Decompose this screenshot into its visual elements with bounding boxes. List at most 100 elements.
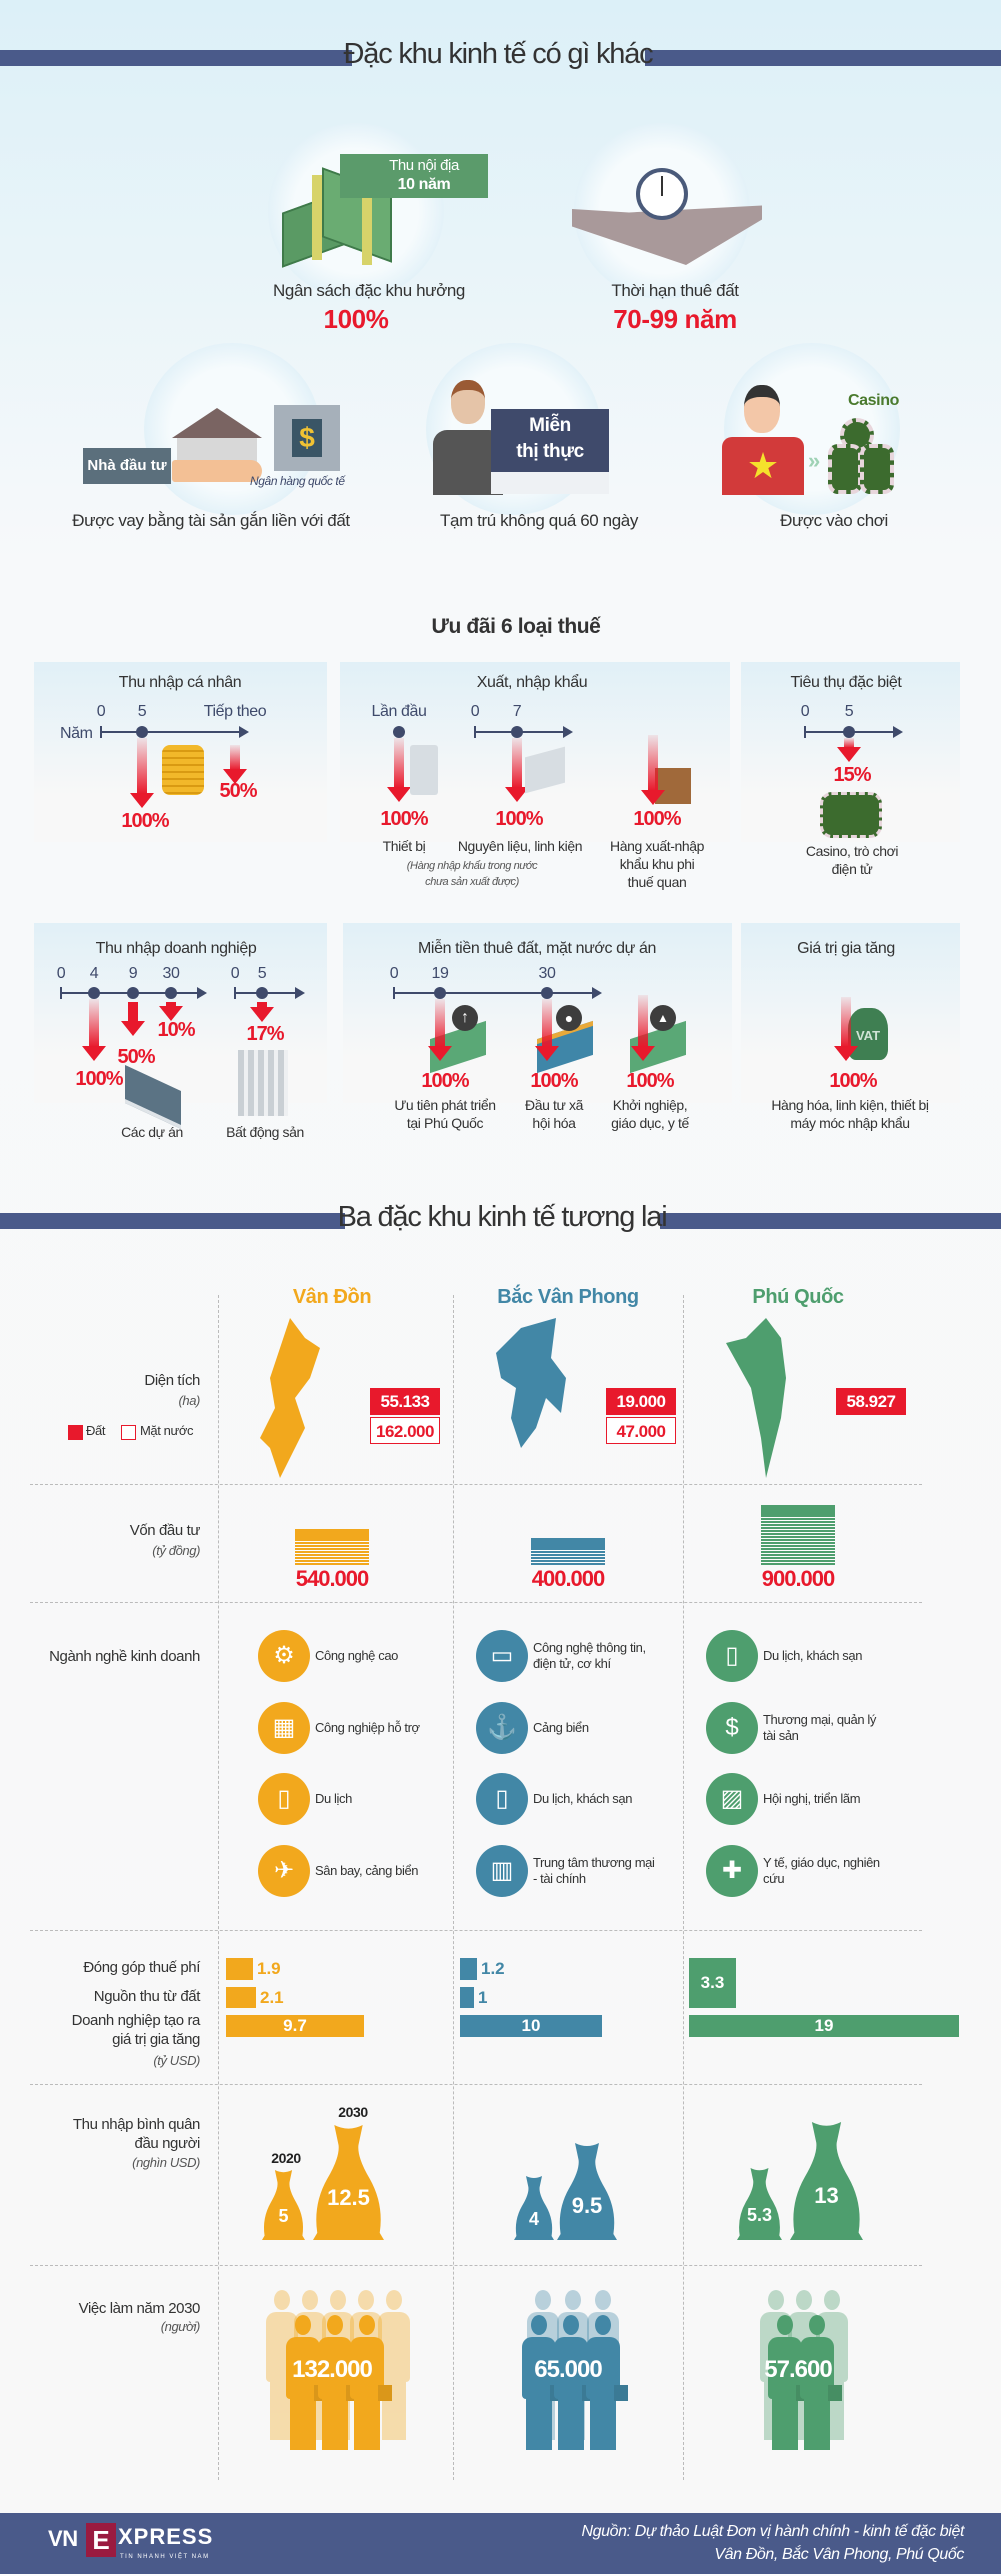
- income-2020-bag: 5: [262, 2170, 305, 2240]
- area-water-value: 162.000: [370, 1417, 440, 1444]
- rate-value: 50%: [117, 1046, 155, 1068]
- industry-label: Du lịch, khách sạn: [533, 1791, 633, 1806]
- budget-badge: Thu nội địa 10 năm: [340, 154, 488, 198]
- person-icon: [552, 2315, 596, 2450]
- rate-value: 100%: [829, 1070, 877, 1092]
- rate-value: 10%: [157, 1019, 195, 1041]
- tax-fee-bar: 3.3: [689, 1958, 736, 2008]
- timeline-dot: [393, 726, 405, 738]
- rate-value: 100%: [530, 1070, 578, 1092]
- arrow-chevrons-icon: »: [808, 448, 820, 473]
- zone-map: [260, 1318, 320, 1478]
- title-bar-right: [660, 1213, 1001, 1229]
- bag-shape: [737, 2168, 782, 2240]
- tick-label: 19: [431, 965, 449, 982]
- axis-tick: [474, 726, 476, 738]
- area-land-value: 19.000: [606, 1388, 676, 1415]
- hand-icon: [172, 460, 262, 482]
- tick-label: 0: [470, 703, 480, 720]
- tax-fee-bar-value: 1.9: [257, 1959, 281, 1978]
- visa-sign-base: [491, 472, 609, 494]
- red-arrow-down: [428, 999, 452, 1061]
- area-land-value: 58.927: [836, 1388, 906, 1415]
- casino-chips-icon: [828, 418, 894, 494]
- year-2030-label: 2030: [338, 2104, 368, 2120]
- axis-tick: [60, 987, 62, 999]
- row-divider: [30, 2084, 922, 2085]
- jobs-value: 65.000: [534, 2356, 602, 2383]
- item-label: Nguyên liệu, linh kiện: [457, 838, 583, 854]
- land-lease-caption: Thời hạn thuê đất: [611, 281, 739, 300]
- title-bar-left: [0, 1213, 345, 1229]
- panel-title: Tiêu thụ đặc biệt: [790, 674, 902, 691]
- tick-label: 9: [128, 965, 138, 982]
- robot-arm-icon: ⚙: [258, 1630, 310, 1682]
- value-added-bar: 9.7: [226, 2015, 364, 2037]
- area-water-value: 47.000: [606, 1417, 676, 1444]
- red-arrow-down: [505, 738, 529, 802]
- chip-icon: ▦: [258, 1702, 310, 1754]
- item-label: Thiết bị: [382, 838, 426, 854]
- budget-caption: Ngân sách đặc khu hưởng: [273, 281, 465, 300]
- income-2030-bag: 13: [790, 2122, 863, 2240]
- building-icon: [238, 1050, 288, 1116]
- tick-label: 0: [96, 703, 106, 720]
- footer: VN E XPRESS TIN NHANH VIỆT NAM Nguồn: Dự…: [0, 2513, 1001, 2574]
- tick-label: 4: [89, 965, 99, 982]
- value-added-bar: 19: [689, 2015, 959, 2037]
- timeline-dot: [843, 726, 855, 738]
- jobs-value: 57.600: [764, 2356, 832, 2383]
- income-value: 5: [278, 2206, 289, 2226]
- timeline-dot: [434, 987, 446, 999]
- industry-label: Công nghệ thông tin, điện tử, cơ khí: [533, 1640, 646, 1671]
- ship-icon: ⚓: [476, 1702, 528, 1754]
- person-icon: [348, 2315, 392, 2450]
- first-time-label: Lần đầu: [371, 703, 427, 720]
- item-label: Bất động sản: [226, 1124, 304, 1140]
- income-value: 5.3: [746, 2205, 773, 2225]
- red-arrow-down: [837, 738, 861, 762]
- item-label: Hàng xuất-nhập: [609, 838, 705, 854]
- item-label: thuế quan: [627, 874, 687, 890]
- item-note: chưa sản xuất được): [425, 876, 519, 888]
- timeline-dot: [88, 987, 100, 999]
- red-arrow-down: [223, 745, 247, 784]
- coins-icon: [162, 745, 204, 795]
- person-icon: ●: [556, 1005, 582, 1031]
- stopwatch-icon: [636, 168, 688, 220]
- zone-name: Vân Đồn: [292, 1286, 372, 1308]
- tick-label: 30: [538, 965, 556, 982]
- bag-shape: [313, 2125, 384, 2240]
- panel-title: Thu nhập cá nhân: [118, 674, 242, 691]
- money-stack-icon: [282, 167, 392, 270]
- source-line: Vân Đồn, Bắc Vân Phong, Phú Quốc: [714, 2546, 964, 2563]
- visa-caption: Tạm trú không quá 60 ngày: [440, 511, 638, 530]
- row-unit: (tỷ USD): [153, 2053, 200, 2068]
- land-revenue-bar-value: 2.1: [260, 1988, 284, 2007]
- column-divider: [683, 1295, 684, 2480]
- casino-label: Casino: [848, 392, 899, 409]
- money-bag-icon: [737, 2168, 782, 2240]
- tick-label: 5: [137, 703, 147, 720]
- industry-label: Hội nghị, triển lãm: [763, 1791, 861, 1806]
- tick-label: 0: [800, 703, 810, 720]
- axis-tick: [804, 726, 806, 738]
- land-revenue-bar-value: 1: [478, 1988, 488, 2007]
- row-label-capital: Vốn đầu tư: [129, 1522, 201, 1539]
- red-arrow-down: [535, 999, 559, 1061]
- row-divider: [30, 1484, 922, 1485]
- tick-label: 30: [162, 965, 180, 982]
- money-bag-icon: [557, 2143, 617, 2240]
- money-bag-icon: $: [706, 1702, 758, 1754]
- row-unit: (nghìn USD): [132, 2155, 200, 2170]
- casino-caption: Được vào chơi: [780, 511, 888, 530]
- rate-value: 50%: [219, 780, 257, 802]
- equipment-icon: [410, 745, 438, 795]
- item-label: Các dự án: [121, 1124, 183, 1140]
- item-label: điện tử: [831, 861, 873, 877]
- row-label-area: Diện tích: [144, 1372, 200, 1389]
- rate-value: 100%: [121, 810, 169, 832]
- tax-fee-bar-value: 1.2: [481, 1959, 505, 1978]
- suitcase-icon: ▯: [476, 1773, 528, 1825]
- panel-title: Miễn tiền thuê đất, mặt nước dự án: [417, 940, 657, 957]
